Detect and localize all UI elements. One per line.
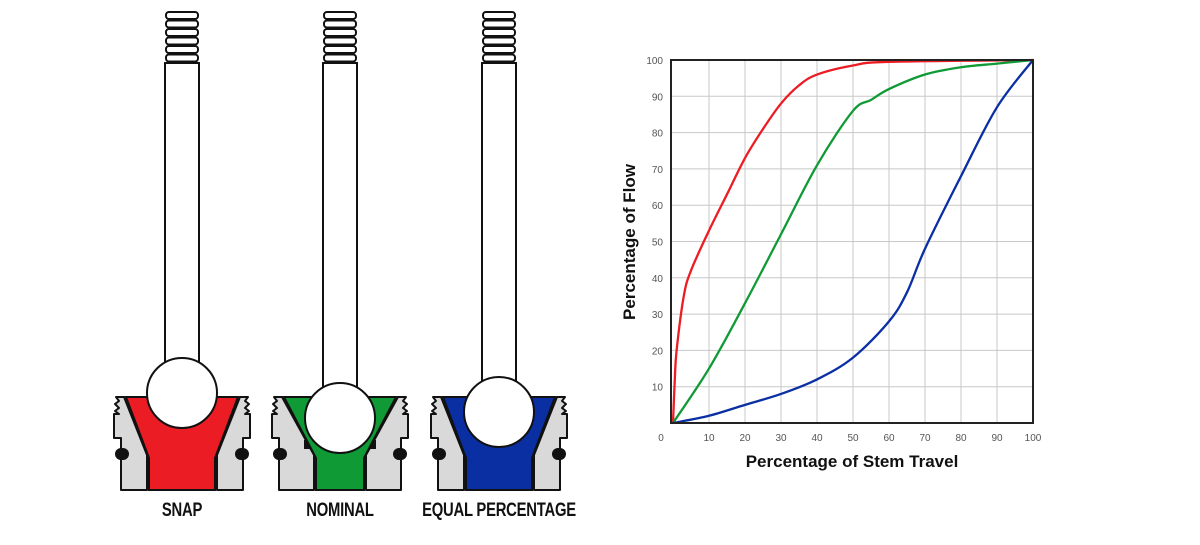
o-ring (552, 448, 566, 460)
o-ring (432, 448, 446, 460)
valve-snap (113, 11, 251, 491)
valve-equal-percentage (430, 11, 568, 491)
valve-ball (463, 376, 535, 448)
valve-label: NOMINAL (306, 500, 374, 521)
valve-housing (113, 396, 148, 491)
y-tick-label: 30 (652, 310, 664, 321)
valve-nominal (271, 11, 409, 491)
x-tick-label: 60 (883, 433, 895, 444)
stem-thread (482, 28, 516, 37)
x-tick-label: 70 (919, 433, 931, 444)
y-tick-label: 40 (652, 274, 664, 285)
stem-thread (165, 53, 199, 63)
x-tick-label: 80 (955, 433, 967, 444)
x-tick-label: 40 (811, 433, 823, 444)
valve-stem (164, 62, 200, 366)
y-tick-label: 20 (652, 346, 664, 357)
plot-border (670, 59, 1034, 424)
valve-housing (271, 396, 315, 491)
stem-thread (323, 36, 357, 46)
valve-label: EQUAL PERCENTAGE (422, 500, 576, 521)
y-tick-label: 60 (652, 201, 664, 212)
valve-ball (146, 357, 218, 429)
series-line-0 (671, 58, 1034, 424)
seal (370, 440, 376, 449)
x-tick-label: 100 (1025, 433, 1042, 444)
stem-thread (482, 45, 516, 54)
valve-label: SNAP (161, 500, 203, 521)
y-tick-label: 10 (652, 383, 664, 394)
stem-thread (482, 36, 516, 46)
valve-housing (365, 396, 409, 491)
stem-thread (323, 45, 357, 54)
valve-housing (533, 396, 568, 491)
o-ring (115, 448, 129, 460)
stem-thread (323, 19, 357, 29)
x-tick-label: 50 (847, 433, 859, 444)
y-tick-label: 50 (652, 238, 664, 249)
y-tick-label: 90 (652, 92, 664, 103)
valve-ball (304, 382, 376, 454)
stem-thread (323, 11, 357, 20)
stem-thread (323, 28, 357, 37)
x-tick-label: 20 (739, 433, 751, 444)
series-line-2 (672, 59, 1034, 425)
valve-housing (430, 396, 465, 491)
y-axis-title: Percentage of Flow (620, 163, 639, 320)
o-ring (273, 448, 287, 460)
stem-thread (323, 53, 357, 63)
series-line-1 (672, 58, 1034, 424)
o-ring (235, 448, 249, 460)
stem-thread (482, 19, 516, 29)
stem-thread (482, 53, 516, 63)
x-tick-label: 30 (775, 433, 787, 444)
valve-plug-insert (124, 396, 240, 491)
valve-stem (322, 62, 358, 391)
x-tick-label: 10 (703, 433, 715, 444)
y-tick-label: 70 (652, 165, 664, 176)
valve-diagrams (113, 11, 568, 491)
stem-thread (165, 28, 199, 37)
stem-thread (165, 45, 199, 54)
x-tick-label: 90 (991, 433, 1003, 444)
stem-thread (165, 11, 199, 20)
valve-housing (216, 396, 251, 491)
o-ring (393, 448, 407, 460)
seal (304, 440, 310, 449)
stem-thread (165, 19, 199, 29)
x-axis-title: Percentage of Stem Travel (746, 452, 959, 471)
x-tick-label: 0 (658, 433, 664, 444)
stem-thread (165, 36, 199, 46)
y-tick-label: 100 (646, 56, 663, 67)
stem-thread (482, 11, 516, 20)
y-tick-label: 80 (652, 129, 664, 140)
